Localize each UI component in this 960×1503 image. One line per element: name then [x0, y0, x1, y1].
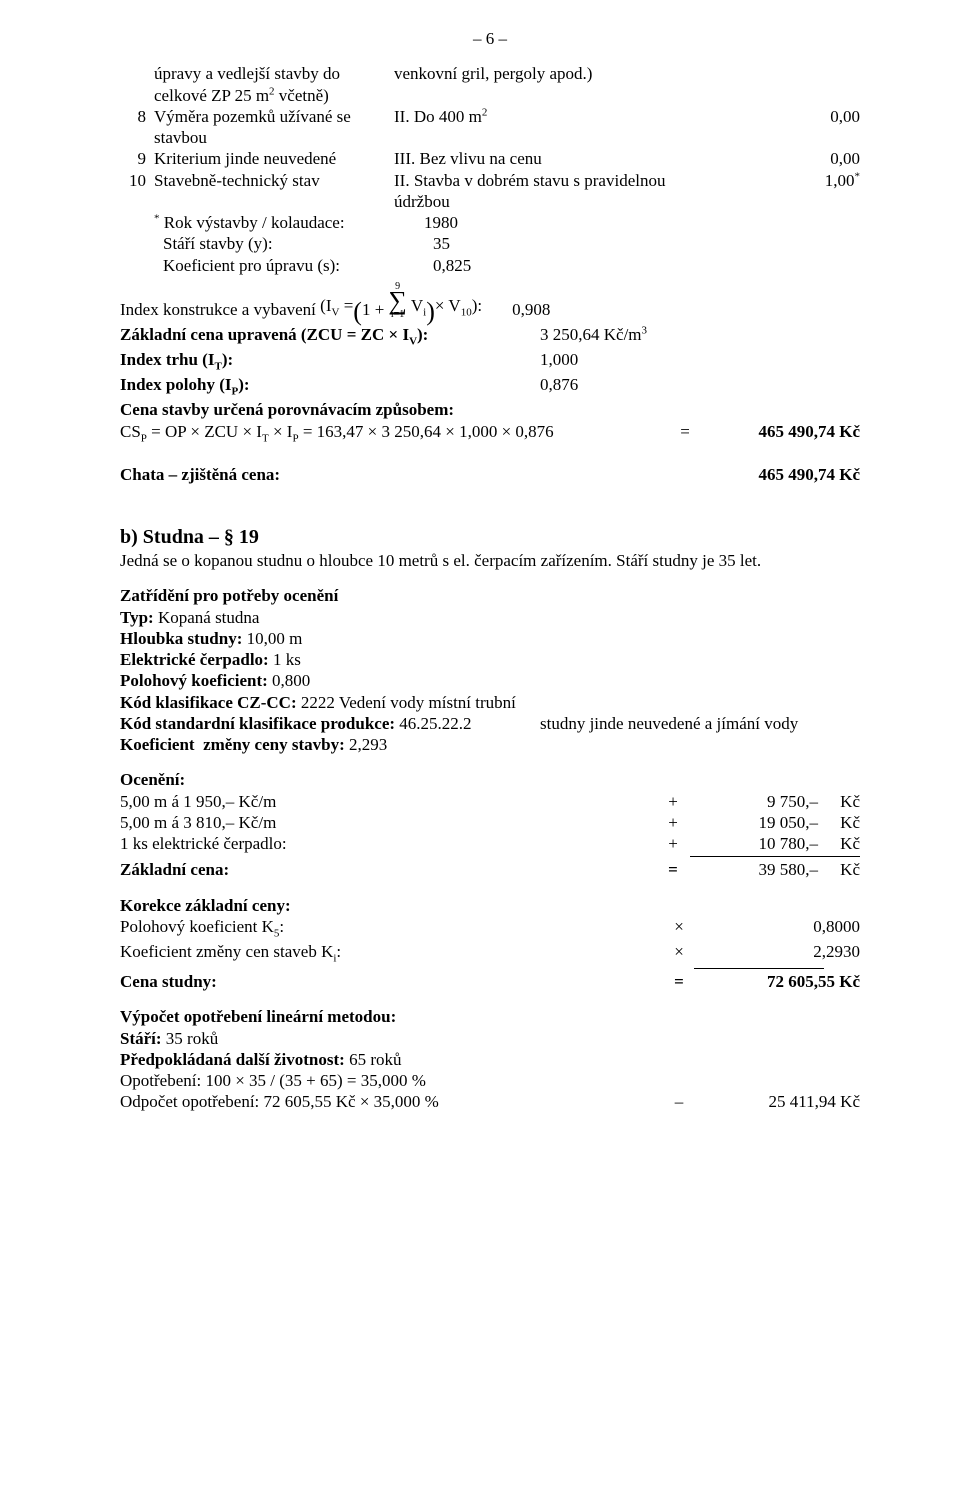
- studna-kod-cc: Kód klasifikace CZ-CC: 2222 Vedení vody …: [120, 692, 860, 713]
- studna-hloubka: Hloubka studny: 10,00 m: [120, 628, 860, 649]
- studna-desc: Jedná se o kopanou studnu o hloubce 10 m…: [120, 550, 860, 571]
- opotrebeni-line: Předpokládaná další životnost: 65 roků: [120, 1049, 860, 1070]
- csp-row: CSP = OP × ZCU × IT × IP = 163,47 × 3 25…: [120, 421, 860, 446]
- cena-stavby-heading: Cena stavby určená porovnávacím způsobem…: [120, 399, 860, 420]
- csp-value: 465 490,74 Kč: [700, 421, 860, 442]
- table-row: 10 Stavebně-technický stav II. Stavba v …: [120, 170, 860, 191]
- row-number: 9: [120, 148, 154, 169]
- chata-value: 465 490,74 Kč: [700, 464, 860, 485]
- footnote-label: Koeficient pro úpravu (s):: [154, 255, 423, 276]
- csp-eq: =: [670, 421, 700, 442]
- cell-left: stavbou: [154, 127, 394, 148]
- table-row: celkové ZP 25 m2 včetně): [120, 85, 860, 106]
- ip-label: Index polohy (IP):: [120, 374, 540, 399]
- cell-left: Kriterium jinde neuvedené: [154, 148, 394, 169]
- studna-polohovy: Polohový koeficient: 0,800: [120, 670, 860, 691]
- opotrebeni-heading: Výpočet opotřebení lineární metodou:: [120, 1006, 860, 1027]
- studna-kod-prod: Kód standardní klasifikace produkce: 46.…: [120, 713, 860, 734]
- korekce-heading: Korekce základní ceny:: [120, 895, 860, 916]
- rule-line: [120, 856, 860, 857]
- zcu-row: Základní cena upravená (ZCU = ZC × IV): …: [120, 324, 860, 349]
- row-number: 8: [120, 106, 154, 127]
- it-label: Index trhu (IT):: [120, 349, 540, 374]
- index-formula: Index konstrukce a vybavení (IV = ( 1 + …: [120, 282, 860, 320]
- calc-row: 5,00 m á 1 950,– Kč/m + 9 750,– Kč: [120, 791, 860, 812]
- zcu-label: Základní cena upravená (ZCU = ZC × IV):: [120, 324, 540, 349]
- table-row: stavbou: [120, 127, 860, 148]
- kor-row: Koeficient změny cen staveb Ki: × 2,2930: [120, 941, 860, 966]
- cell-mid: II. Stavba v dobrém stavu s pravidelnou: [394, 170, 796, 191]
- left-paren-icon: (: [353, 302, 362, 323]
- footnote-value: 35: [423, 233, 450, 254]
- cell-value: 1,00*: [796, 170, 860, 191]
- kor-row: Polohový koeficient K5: × 0,8000: [120, 916, 860, 941]
- csp-formula: CSP = OP × ZCU × IT × IP = 163,47 × 3 25…: [120, 421, 670, 446]
- ip-row: Index polohy (IP): 0,876: [120, 374, 860, 399]
- page-number: – 6 –: [120, 28, 860, 49]
- cell-value: 0,00: [796, 106, 860, 127]
- calc-row: 5,00 m á 3 810,– Kč/m + 19 050,– Kč: [120, 812, 860, 833]
- studna-typ: Typ: Kopaná studna: [120, 607, 860, 628]
- table-row: úpravy a vedlejší stavby do venkovní gri…: [120, 63, 860, 84]
- kor-row-total: Cena studny: = 72 605,55 Kč: [120, 971, 860, 992]
- calc-row-total: Základní cena: = 39 580,– Kč: [120, 859, 860, 880]
- calc-row: 1 ks elektrické čerpadlo: + 10 780,– Kč: [120, 833, 860, 854]
- page: – 6 – úpravy a vedlejší stavby do venkov…: [0, 0, 960, 1503]
- cell-left: Stavebně-technický stav: [154, 170, 394, 191]
- cell-value: 0,00: [796, 148, 860, 169]
- chata-label: Chata – zjištěná cena:: [120, 464, 700, 485]
- studna-koef-zmeny: Koeficient změny ceny stavby: 2,293: [120, 734, 860, 755]
- studna-cerpadlo: Elektrické čerpadlo: 1 ks: [120, 649, 860, 670]
- index-result: 0,908: [512, 299, 550, 320]
- cell-mid: údržbou: [394, 191, 796, 212]
- right-paren-icon: ): [426, 302, 435, 323]
- it-value: 1,000: [540, 349, 860, 370]
- footnote-label: Stáří stavby (y):: [154, 233, 423, 254]
- studna-heading: b) Studna – § 19: [120, 525, 860, 550]
- cell-mid: III. Bez vlivu na cenu: [394, 148, 796, 169]
- chata-row: Chata – zjištěná cena: 465 490,74 Kč: [120, 464, 860, 485]
- rule-line: [120, 968, 860, 969]
- cell-left: Výměra pozemků užívané se: [154, 106, 394, 127]
- cell-left: úpravy a vedlejší stavby do: [154, 63, 394, 84]
- table-row: 8 Výměra pozemků užívané se II. Do 400 m…: [120, 106, 860, 127]
- opotrebeni-odpocet: Odpočet opotřebení: 72 605,55 Kč × 35,00…: [120, 1091, 860, 1112]
- table-row: údržbou: [120, 191, 860, 212]
- ip-value: 0,876: [540, 374, 860, 395]
- footnote-label: * Rok výstavby / kolaudace:: [154, 212, 414, 233]
- footnote-value: 1980: [414, 212, 458, 233]
- opotrebeni-line: Opotřebení: 100 × 35 / (35 + 65) = 35,00…: [120, 1070, 860, 1091]
- cell-left: celkové ZP 25 m2 včetně): [154, 85, 394, 106]
- cell-mid: venkovní gril, pergoly apod.): [394, 63, 796, 84]
- opotrebeni-line: Stáří: 35 roků: [120, 1028, 860, 1049]
- zatrideni-heading: Zatřídění pro potřeby ocenění: [120, 585, 860, 606]
- sigma-icon: 9 ∑ i=1: [388, 282, 407, 320]
- footnote-value: 0,825: [423, 255, 471, 276]
- table-row: 9 Kriterium jinde neuvedené III. Bez vli…: [120, 148, 860, 169]
- footnote-block: * Rok výstavby / kolaudace: 1980 Stáří s…: [120, 212, 860, 276]
- it-row: Index trhu (IT): 1,000: [120, 349, 860, 374]
- oceneni-heading: Ocenění:: [120, 769, 860, 790]
- row-number: 10: [120, 170, 154, 191]
- zcu-value: 3 250,64 Kč/m3: [540, 324, 860, 345]
- cell-mid: II. Do 400 m2: [394, 106, 796, 127]
